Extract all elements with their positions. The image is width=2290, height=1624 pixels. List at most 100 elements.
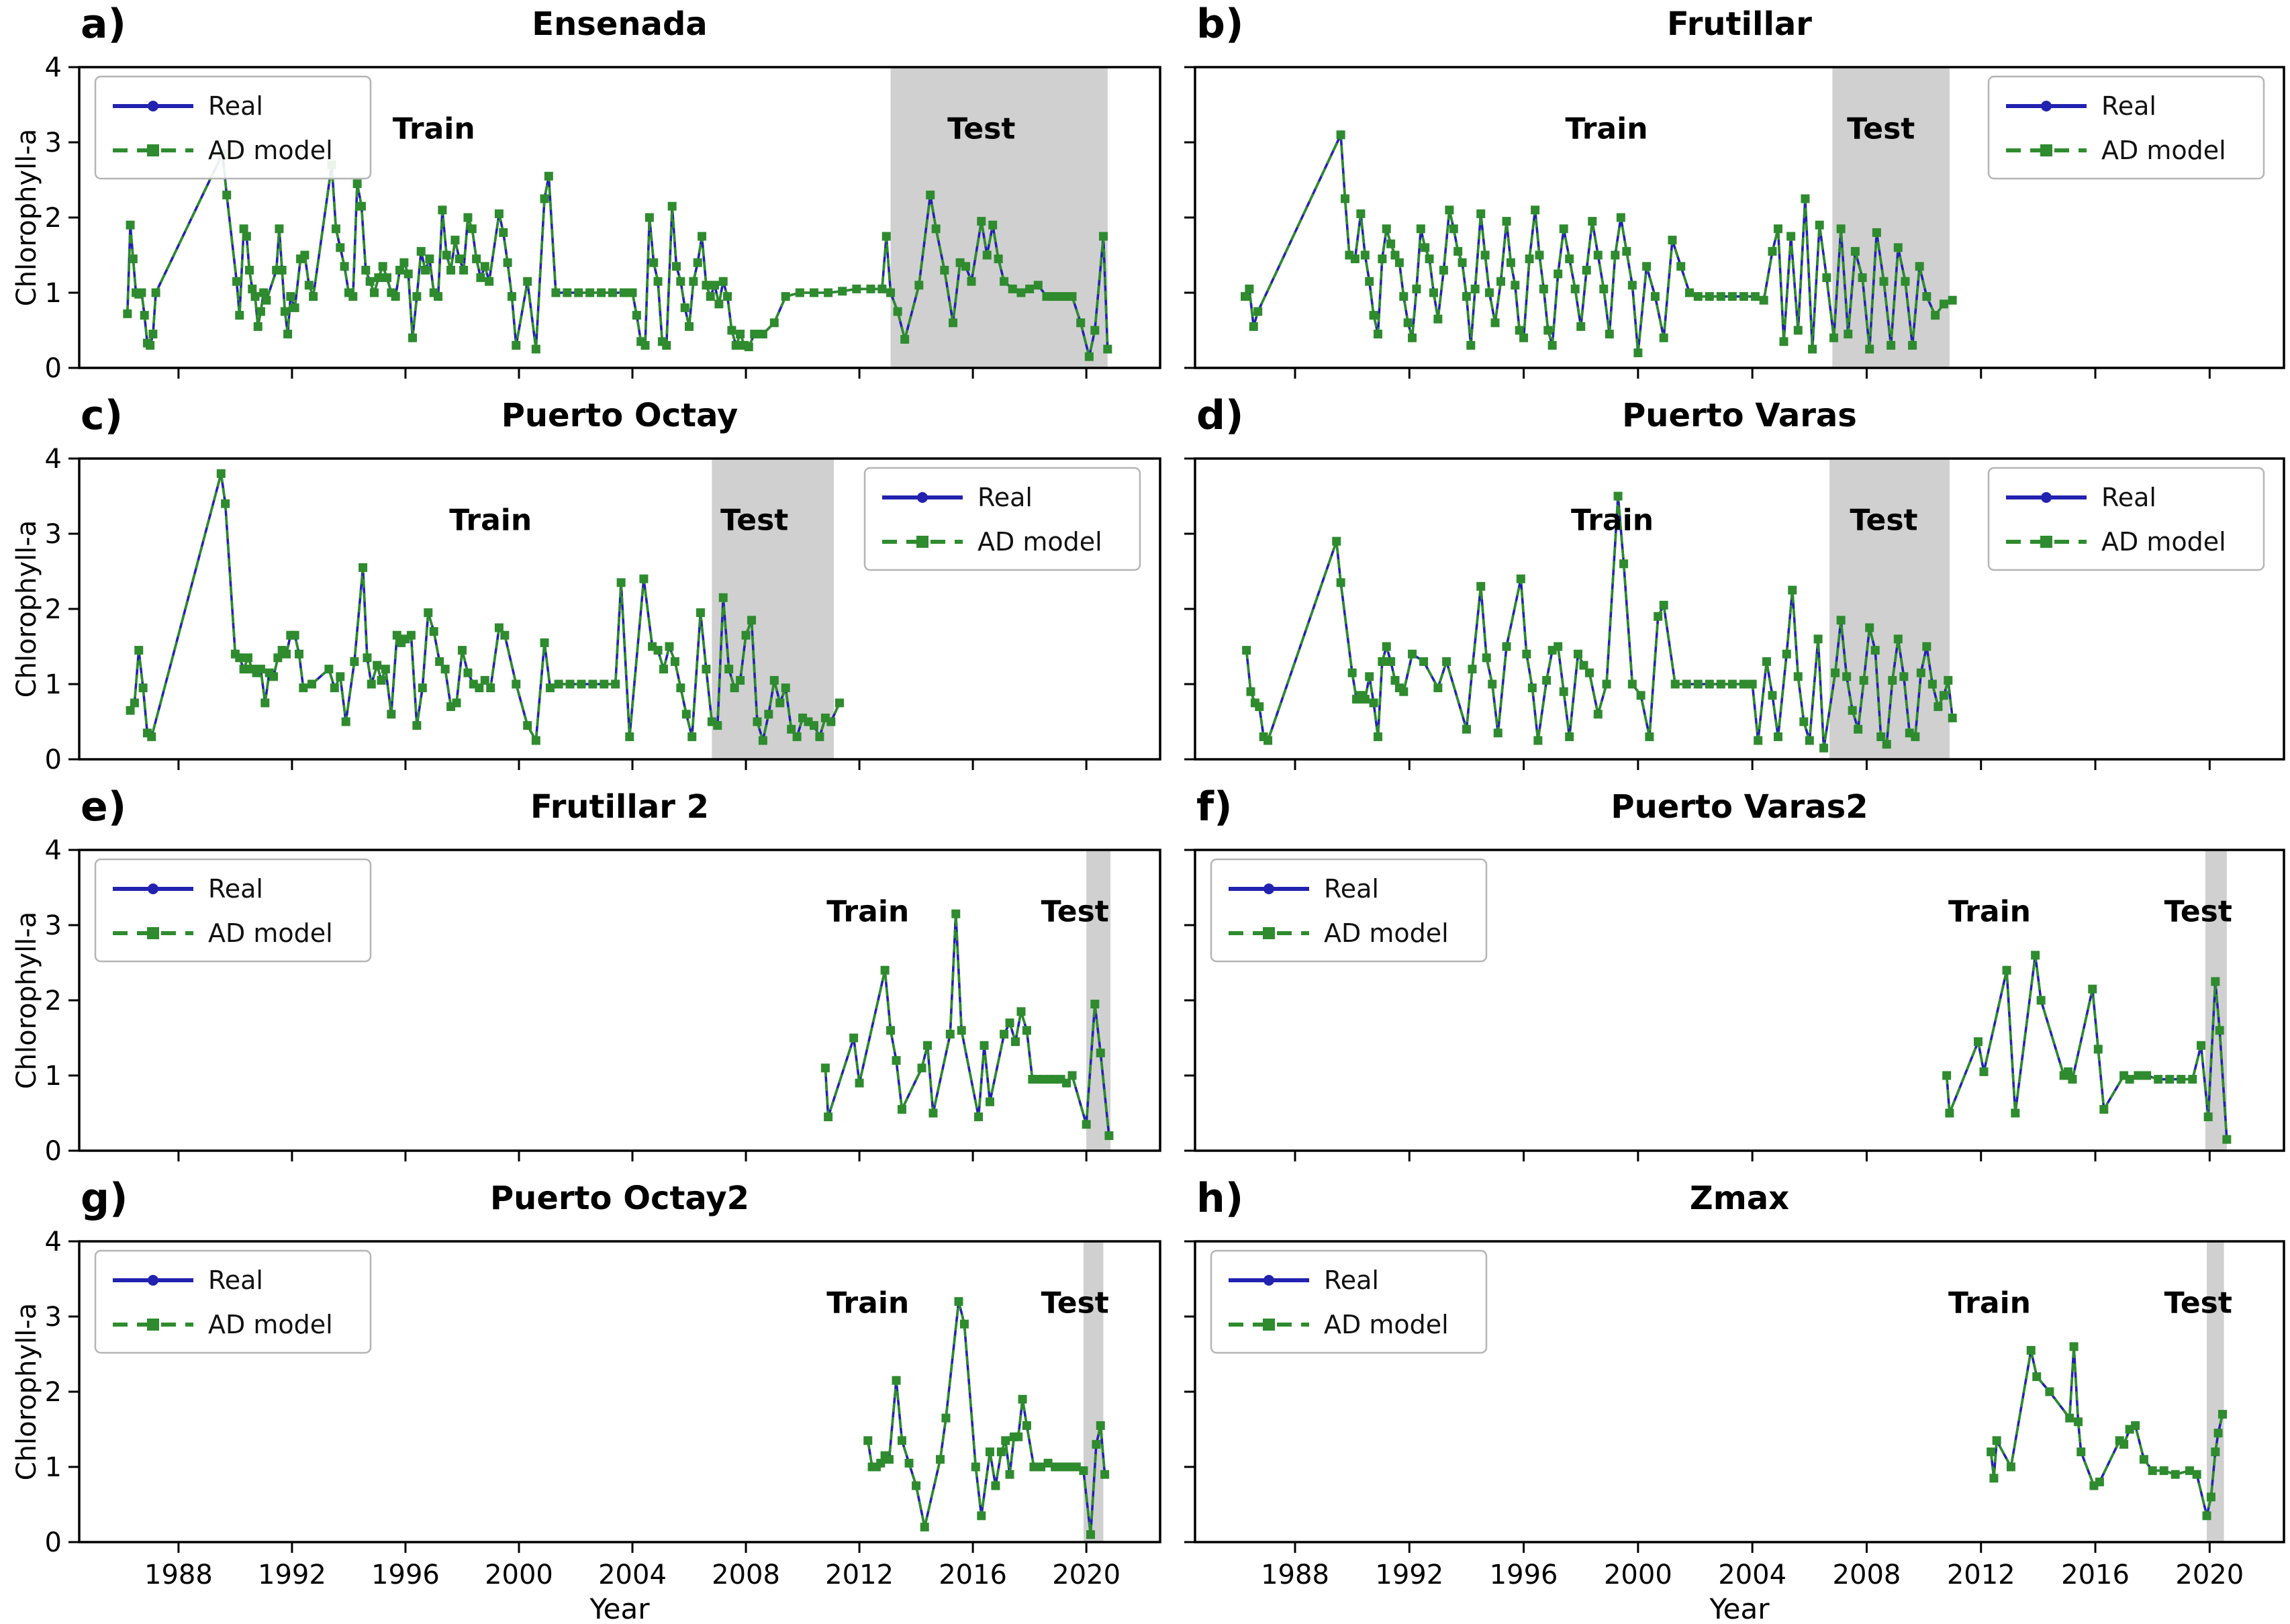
y-tick-label: 3 (45, 128, 62, 158)
legend-ad-model-label: AD model (1324, 1310, 1449, 1339)
x-tick-label: 2016 (2061, 1560, 2130, 1590)
ad-model-series-markers (820, 909, 1114, 1141)
legend-real-marker (148, 883, 158, 894)
test-label: Test (2164, 894, 2232, 928)
panel-letter-d: d) (1196, 392, 1244, 439)
train-label: Train (449, 503, 532, 537)
x-tick-label: 2000 (1604, 1560, 1672, 1590)
panel-puerto-varas: Train Test Real AD model (1184, 457, 2285, 770)
panel-title-zmax: Zmax (1689, 1180, 1790, 1217)
y-tick-label: 1 (45, 669, 62, 700)
legend-real-label: Real (977, 483, 1033, 512)
legend-ad-model-label: AD model (208, 1310, 333, 1339)
panel-letter-g: g) (81, 1175, 128, 1222)
test-label: Test (1041, 894, 1109, 928)
legend-box (863, 467, 1141, 571)
ad-model-series-markers (123, 149, 1112, 361)
real-series-markers (822, 910, 1112, 1139)
train-label: Train (393, 111, 475, 146)
x-tick-label: 2020 (2175, 1560, 2244, 1590)
real-series-line (824, 914, 1110, 1136)
y-axis-label-row4: Chlorophyll-a (11, 1302, 42, 1481)
legend: Real AD model (1987, 467, 2265, 571)
real-series-markers (1988, 1343, 2226, 1519)
y-tick-label: 0 (45, 1527, 62, 1558)
y-axis-label-row3: Chlorophyll-a (11, 911, 42, 1090)
y-tick-label: 1 (45, 278, 62, 309)
legend-real-label: Real (2101, 483, 2156, 512)
panel-title-puerto-octay2: Puerto Octay2 (489, 1180, 749, 1217)
ad-model-series-line (1945, 955, 2228, 1140)
ad-model-series-markers (1987, 1342, 2227, 1521)
real-series-line (1989, 1346, 2224, 1517)
legend: Real AD model (94, 858, 372, 963)
y-tick-label: 0 (45, 353, 62, 384)
ad-model-series-line (867, 1301, 1106, 1535)
x-tick-label: 1996 (371, 1560, 440, 1590)
train-label: Train (1948, 1286, 2031, 1320)
panel-frutillar: Train Test Real AD model (1184, 66, 2285, 379)
legend-real-label: Real (208, 1265, 263, 1295)
train-label: Train (1571, 503, 1654, 537)
legend-real-label: Real (2101, 91, 2156, 121)
legend-real-marker (148, 1275, 158, 1286)
test-label: Test (2164, 1286, 2232, 1320)
ad-model-series-markers (126, 469, 844, 745)
panel-letter-e: e) (81, 783, 127, 830)
ad-model-series-markers (1942, 951, 2232, 1144)
ad-model-series-line (824, 914, 1110, 1136)
x-axis-label-right: Year (1709, 1592, 1770, 1624)
y-tick-label: 2 (45, 203, 62, 234)
legend-box (1210, 858, 1488, 963)
legend-ad-model-marker (916, 536, 928, 548)
test-label: Test (720, 503, 788, 537)
panel-puerto-octay2: 1988 1992 1996 2000 2004 2008 2012 2016 2020 0 1 2 3… (45, 1227, 1161, 1590)
legend-ad-model-marker (147, 1319, 159, 1331)
panel-title-puerto-octay: Puerto Octay (501, 397, 738, 434)
legend-box (94, 1249, 372, 1354)
train-label: Train (1948, 894, 2031, 928)
panel-letter-a: a) (81, 1, 126, 48)
legend-box (1987, 467, 2265, 571)
x-tick-label: 1988 (144, 1560, 213, 1590)
train-label: Train (1566, 111, 1648, 146)
panel-letter-b: b) (1196, 1, 1244, 48)
legend: Real AD model (1210, 1249, 1488, 1354)
legend-real-marker (1263, 1275, 1274, 1286)
ad-model-series-markers (1242, 491, 1957, 753)
legend-ad-model-label: AD model (2101, 136, 2226, 165)
x-tick-label: 2012 (825, 1560, 894, 1590)
test-region-band (712, 459, 834, 759)
x-tick-label: 2008 (712, 1560, 780, 1590)
legend-real-label: Real (208, 874, 263, 904)
test-region-band (2207, 1241, 2224, 1542)
test-label: Test (1847, 111, 1915, 146)
legend-ad-model-label: AD model (1324, 918, 1449, 948)
x-tick-label: 1996 (1490, 1560, 1558, 1590)
legend: Real AD model (94, 75, 372, 180)
ad-model-series-line (126, 149, 1109, 357)
train-label: Train (826, 894, 909, 928)
y-tick-label: 3 (45, 519, 62, 550)
legend-real-label: Real (208, 91, 263, 121)
y-axis-label-row2: Chlorophyll-a (11, 520, 42, 698)
legend-box (1210, 1249, 1488, 1354)
y-tick-label: 3 (45, 910, 62, 941)
train-label: Train (826, 1286, 909, 1320)
x-tick-label: 2016 (939, 1560, 1007, 1590)
y-tick-label: 0 (45, 1136, 62, 1167)
legend-ad-model-marker (2040, 536, 2052, 548)
test-label: Test (947, 111, 1015, 146)
x-tick-label: 2004 (598, 1560, 667, 1590)
y-tick-label: 1 (45, 1061, 62, 1092)
legend-real-label: Real (1324, 874, 1379, 904)
test-label: Test (1850, 503, 1917, 537)
legend-real-marker (2041, 101, 2052, 111)
x-tick-label: 2008 (1833, 1560, 1901, 1590)
y-tick-label: 4 (45, 444, 62, 475)
legend-real-marker (2041, 492, 2052, 503)
x-tick-label: 1992 (258, 1560, 326, 1590)
legend-real-marker (917, 492, 928, 503)
